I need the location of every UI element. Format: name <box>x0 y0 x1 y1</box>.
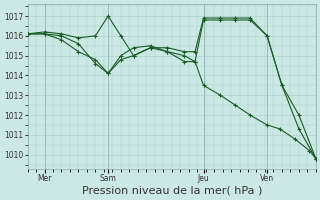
X-axis label: Pression niveau de la mer( hPa ): Pression niveau de la mer( hPa ) <box>82 186 262 196</box>
